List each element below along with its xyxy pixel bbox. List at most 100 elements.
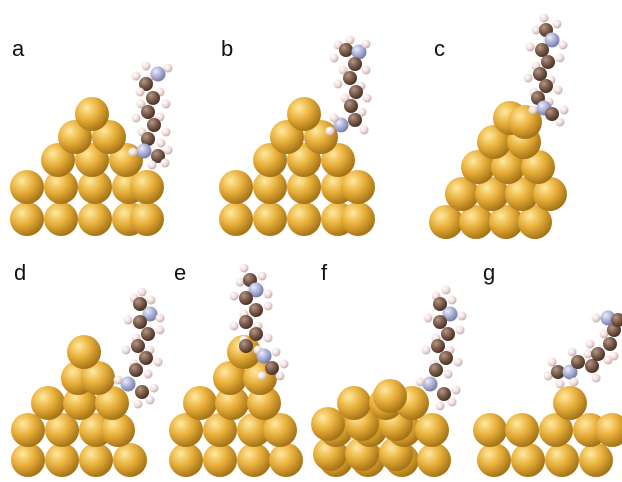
panel-c-carbon-atom (535, 43, 549, 57)
panel-e-gold-atom (169, 443, 203, 477)
panel-c-hydrogen-atom (552, 19, 562, 29)
panel-e-hydrogen-atom (275, 371, 285, 381)
panel-a-carbon-atom (141, 132, 155, 146)
panel-g-carbon-atom (551, 365, 565, 379)
panel-g-gold-atom (579, 443, 613, 477)
panel-c-hydrogen-atom (523, 73, 533, 83)
panel-c-carbon-atom (545, 107, 559, 121)
panel-e-hydrogen-atom (263, 301, 273, 311)
panel-a-gold-atom (78, 202, 112, 236)
panel-e-gold-atom (203, 413, 237, 447)
panel-label-d: d (14, 260, 27, 285)
panel-b-carbon-atom (348, 113, 362, 127)
panel-d-hydrogen-atom (155, 325, 165, 335)
panel-e-carbon-atom (265, 361, 279, 375)
panel-e-gold-atom (213, 361, 247, 395)
panel-d-gold-atom (101, 413, 135, 447)
panel-c-hydrogen-atom (555, 53, 565, 63)
panel-e-carbon-atom (239, 315, 253, 329)
panel-a-carbon-atom (139, 77, 153, 91)
panel-c-gold-atom (459, 205, 493, 239)
panel-e-hydrogen-atom (229, 291, 239, 301)
panel-g-gold-atom (539, 413, 573, 447)
panel-g-gold-atom (553, 386, 587, 420)
panel-d-hydrogen-atom (137, 287, 147, 297)
panel-c-gold-atom (521, 150, 555, 184)
panel-e-hydrogen-atom (263, 333, 273, 343)
panel-f-nitrogen-atom (422, 376, 438, 392)
panel-f-hydrogen-atom (457, 311, 467, 321)
panel-d-carbon-atom (135, 385, 149, 399)
panel-f-hydrogen-atom (451, 385, 461, 395)
panel-c-hydrogen-atom (558, 40, 568, 50)
panel-f-hydrogen-atom (453, 357, 463, 367)
panel-c-gold-atom (429, 205, 463, 239)
panel-label-g: g (483, 260, 496, 285)
panel-e-hydrogen-atom (263, 289, 273, 299)
panel-g-carbon-atom (571, 355, 585, 369)
panel-a-carbon-atom (147, 118, 161, 132)
panel-f-hydrogen-atom (441, 285, 451, 295)
panel-a-hydrogen-atom (136, 99, 146, 109)
panel-a-hydrogen-atom (160, 158, 170, 168)
panel-g-gold-atom (595, 413, 622, 447)
panel-c-carbon-atom (539, 79, 553, 93)
panel-e-gold-atom (203, 443, 237, 477)
panel-g-hydrogen-atom (609, 351, 619, 361)
panel-f-gold-atom (337, 386, 371, 420)
panel-b-hydrogen-atom (329, 53, 339, 63)
panel-d-gold-atom (79, 443, 113, 477)
panel-c-gold-atom (505, 177, 539, 211)
panel-e-hydrogen-atom (235, 277, 245, 287)
panel-g-hydrogen-atom (583, 349, 593, 359)
panel-b-carbon-atom (344, 99, 358, 113)
panel-b-carbon-atom (348, 57, 362, 71)
panel-c-hydrogen-atom (555, 117, 565, 127)
panel-g-hydrogen-atom (599, 329, 609, 339)
panel-d-hydrogen-atom (123, 315, 133, 325)
panel-f-hydrogen-atom (421, 345, 431, 355)
panel-d-carbon-atom (129, 363, 143, 377)
panel-f-carbon-atom (429, 363, 443, 377)
panel-d-nitrogen-atom (142, 306, 158, 322)
panel-e-hydrogen-atom (239, 263, 249, 273)
panel-g-hydrogen-atom (547, 357, 557, 367)
panel-a-hydrogen-atom (163, 63, 173, 73)
panel-e-hydrogen-atom (271, 347, 281, 357)
panel-g-gold-atom (477, 443, 511, 477)
panel-e-gold-atom (263, 413, 297, 447)
panel-e-hydrogen-atom (257, 371, 267, 381)
panel-a-hydrogen-atom (163, 145, 173, 155)
panel-a-gold-atom (130, 202, 164, 236)
panel-g-hydrogen-atom (585, 339, 595, 349)
panel-a-hydrogen-atom (135, 87, 145, 97)
panel-f-hydrogen-atom (455, 325, 465, 335)
panel-e-gold-atom (247, 386, 281, 420)
panel-g-gold-atom (545, 443, 579, 477)
panel-f-gold-atom (417, 443, 451, 477)
panel-d-hydrogen-atom (145, 395, 155, 405)
panel-label-f: f (321, 260, 328, 285)
panel-label-c: c (434, 36, 445, 61)
panel-b-gold-atom (253, 170, 287, 204)
panel-f-gold-atom (415, 413, 449, 447)
panel-e-hydrogen-atom (279, 359, 289, 369)
panel-a-gold-atom (10, 202, 44, 236)
panel-d-hydrogen-atom (143, 369, 153, 379)
panel-a-hydrogen-atom (161, 99, 171, 109)
panel-d-hydrogen-atom (153, 357, 163, 367)
panel-f-hydrogen-atom (447, 397, 457, 407)
panel-c-gold-atom (477, 125, 511, 159)
panel-c-nitrogen-atom (544, 32, 560, 48)
panel-f-carbon-atom (437, 387, 451, 401)
panel-d-carbon-atom (133, 297, 147, 311)
panel-f-carbon-atom (439, 351, 453, 365)
panel-e-gold-atom (237, 413, 271, 447)
panel-g-nitrogen-atom (562, 364, 578, 380)
panel-e-carbon-atom (239, 291, 253, 305)
panel-a-hydrogen-atom (141, 61, 151, 71)
panel-c-gold-atom (445, 177, 479, 211)
panel-b-gold-atom (287, 202, 321, 236)
panel-b-gold-atom (219, 170, 253, 204)
panel-b-carbon-atom (349, 85, 363, 99)
